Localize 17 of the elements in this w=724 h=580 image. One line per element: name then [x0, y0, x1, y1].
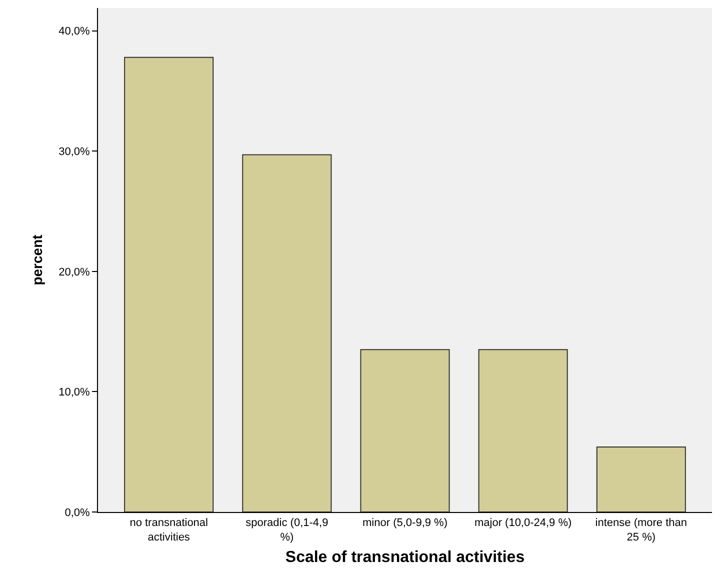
x-axis-title: Scale of transnational activities	[285, 549, 525, 566]
bar	[596, 446, 686, 512]
bar	[124, 56, 214, 512]
y-tick-label: 10,0%	[58, 386, 90, 399]
y-tick-label: 40,0%	[58, 26, 90, 38]
y-tick-label: 30,0%	[58, 146, 90, 158]
x-tick-label: sporadic (0,1-4,9 %)	[246, 517, 328, 544]
y-tick-label: 0,0%	[64, 506, 90, 519]
x-tick-label: major (10,0-24,9 %)	[474, 517, 572, 530]
y-axis-title: percent	[29, 234, 46, 286]
bar	[478, 349, 568, 512]
y-tick-label: 20,0%	[58, 266, 90, 278]
bar	[360, 349, 450, 512]
bar	[242, 154, 332, 512]
x-tick-label: intense (more than 25 %)	[595, 517, 688, 544]
x-tick-label: minor (5,0-9,9 %)	[362, 517, 448, 530]
x-tick-label: no transnational activities	[130, 517, 208, 544]
